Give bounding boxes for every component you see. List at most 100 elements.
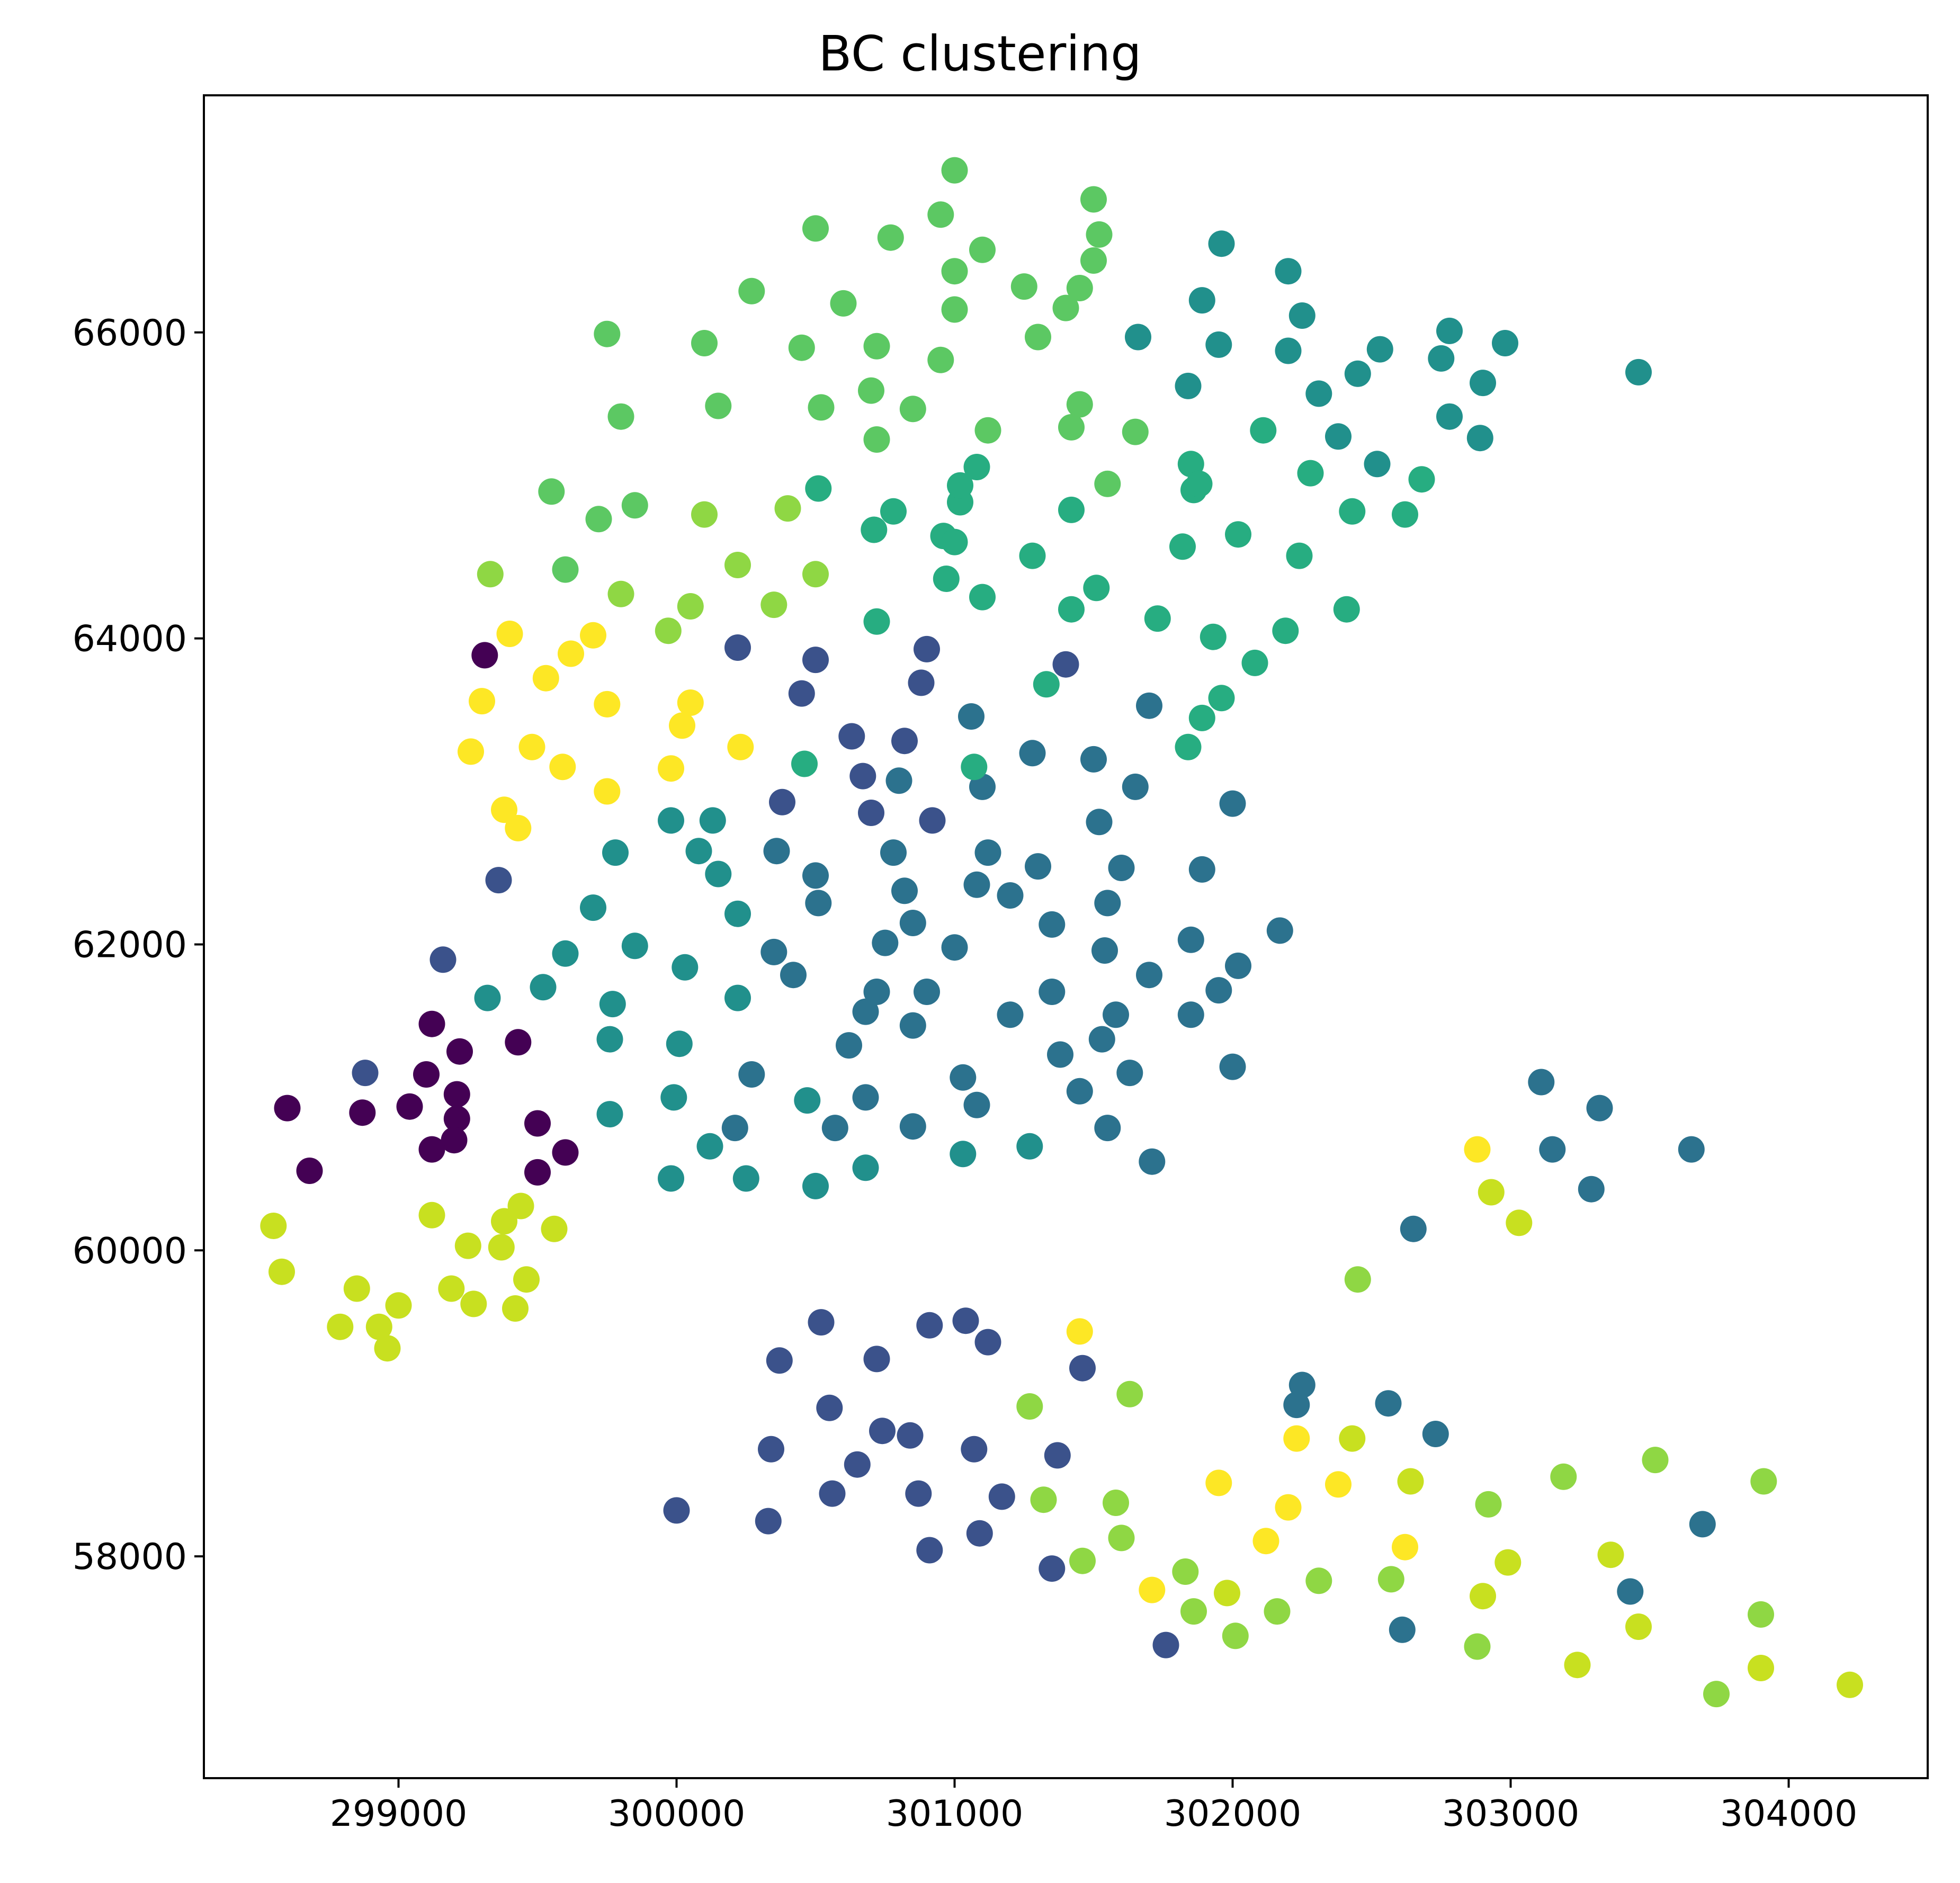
y-tick-label: 62000 bbox=[73, 924, 187, 966]
data-point bbox=[677, 689, 704, 716]
data-point bbox=[1366, 336, 1393, 363]
data-point bbox=[1139, 1148, 1166, 1175]
data-point bbox=[607, 403, 634, 430]
data-point bbox=[1019, 542, 1046, 569]
x-tick-label: 302000 bbox=[1164, 1793, 1302, 1835]
data-point bbox=[1578, 1176, 1605, 1203]
data-point bbox=[1066, 1318, 1093, 1345]
data-point bbox=[1080, 746, 1107, 773]
data-point bbox=[385, 1292, 412, 1319]
data-point bbox=[1297, 460, 1324, 487]
data-point bbox=[538, 478, 565, 505]
data-point bbox=[1122, 773, 1149, 800]
data-point bbox=[1266, 917, 1293, 944]
data-point bbox=[805, 475, 832, 502]
data-point bbox=[997, 1001, 1024, 1028]
data-point bbox=[849, 763, 876, 790]
data-point bbox=[1436, 403, 1463, 430]
data-point bbox=[805, 890, 832, 917]
data-point bbox=[594, 320, 621, 347]
data-point bbox=[1094, 1115, 1121, 1142]
data-point bbox=[816, 1394, 843, 1421]
data-point bbox=[443, 1105, 470, 1132]
data-point bbox=[1325, 1471, 1352, 1498]
y-tick-label: 58000 bbox=[73, 1536, 187, 1578]
data-point bbox=[1177, 1001, 1204, 1028]
data-point bbox=[724, 634, 751, 661]
data-point bbox=[1642, 1447, 1669, 1474]
data-point bbox=[1058, 414, 1085, 441]
data-point bbox=[296, 1158, 323, 1184]
data-point bbox=[413, 1061, 440, 1088]
data-point bbox=[766, 1347, 793, 1374]
data-point bbox=[549, 754, 576, 781]
data-point bbox=[488, 1234, 515, 1261]
data-point bbox=[1066, 1078, 1093, 1105]
data-point bbox=[1597, 1541, 1624, 1568]
chart-title: BC clustering bbox=[818, 25, 1142, 82]
data-point bbox=[524, 1110, 551, 1137]
data-point bbox=[513, 1266, 540, 1293]
data-point bbox=[838, 723, 865, 750]
data-point bbox=[1052, 651, 1079, 678]
data-point bbox=[1069, 1355, 1096, 1382]
data-point bbox=[963, 871, 990, 898]
y-tick-label: 60000 bbox=[73, 1230, 187, 1272]
data-point bbox=[454, 1232, 481, 1259]
data-point bbox=[621, 492, 648, 519]
data-point bbox=[974, 1329, 1001, 1356]
data-point bbox=[1703, 1681, 1730, 1708]
y-tick-label: 64000 bbox=[73, 618, 187, 660]
data-point bbox=[950, 1064, 977, 1091]
data-point bbox=[418, 1136, 445, 1163]
data-point bbox=[961, 754, 988, 781]
data-point bbox=[505, 1029, 532, 1056]
data-point bbox=[596, 1101, 623, 1128]
data-point bbox=[988, 1483, 1015, 1510]
x-tick-label: 303000 bbox=[1442, 1793, 1580, 1835]
data-point bbox=[1506, 1209, 1533, 1236]
data-point bbox=[852, 998, 879, 1025]
data-point bbox=[1305, 380, 1332, 407]
data-point bbox=[1333, 596, 1360, 623]
data-point bbox=[880, 498, 907, 525]
data-point bbox=[352, 1060, 379, 1087]
data-point bbox=[760, 938, 787, 965]
data-point bbox=[1108, 1525, 1135, 1552]
data-point bbox=[963, 1091, 990, 1118]
data-point bbox=[438, 1275, 465, 1302]
data-point bbox=[552, 556, 579, 583]
data-point bbox=[580, 622, 606, 649]
data-point bbox=[1169, 533, 1196, 560]
data-point bbox=[1275, 258, 1302, 285]
data-point bbox=[658, 1165, 684, 1192]
data-point bbox=[1066, 391, 1093, 418]
data-point bbox=[869, 1418, 896, 1445]
data-point bbox=[685, 838, 712, 865]
data-point bbox=[1116, 1380, 1143, 1407]
data-point bbox=[1058, 596, 1085, 623]
data-point bbox=[1052, 294, 1079, 321]
data-point bbox=[532, 665, 559, 692]
data-point bbox=[738, 1061, 765, 1088]
data-point bbox=[1094, 470, 1121, 497]
data-point bbox=[1225, 952, 1251, 979]
data-point bbox=[1083, 575, 1110, 602]
data-point bbox=[802, 647, 829, 674]
data-point bbox=[1275, 1494, 1302, 1521]
data-point bbox=[941, 157, 968, 184]
data-point bbox=[596, 1026, 623, 1053]
data-point bbox=[941, 296, 968, 323]
data-point bbox=[963, 454, 990, 480]
data-point bbox=[1116, 1060, 1143, 1087]
data-point bbox=[1837, 1671, 1863, 1698]
data-point bbox=[1016, 1393, 1043, 1420]
x-tick-label: 304000 bbox=[1720, 1793, 1858, 1835]
data-point bbox=[919, 807, 946, 834]
data-point bbox=[1377, 1566, 1404, 1593]
y-tick-label: 66000 bbox=[73, 312, 187, 354]
data-point bbox=[1175, 372, 1202, 399]
data-point bbox=[446, 1038, 473, 1065]
data-point bbox=[724, 984, 751, 1011]
